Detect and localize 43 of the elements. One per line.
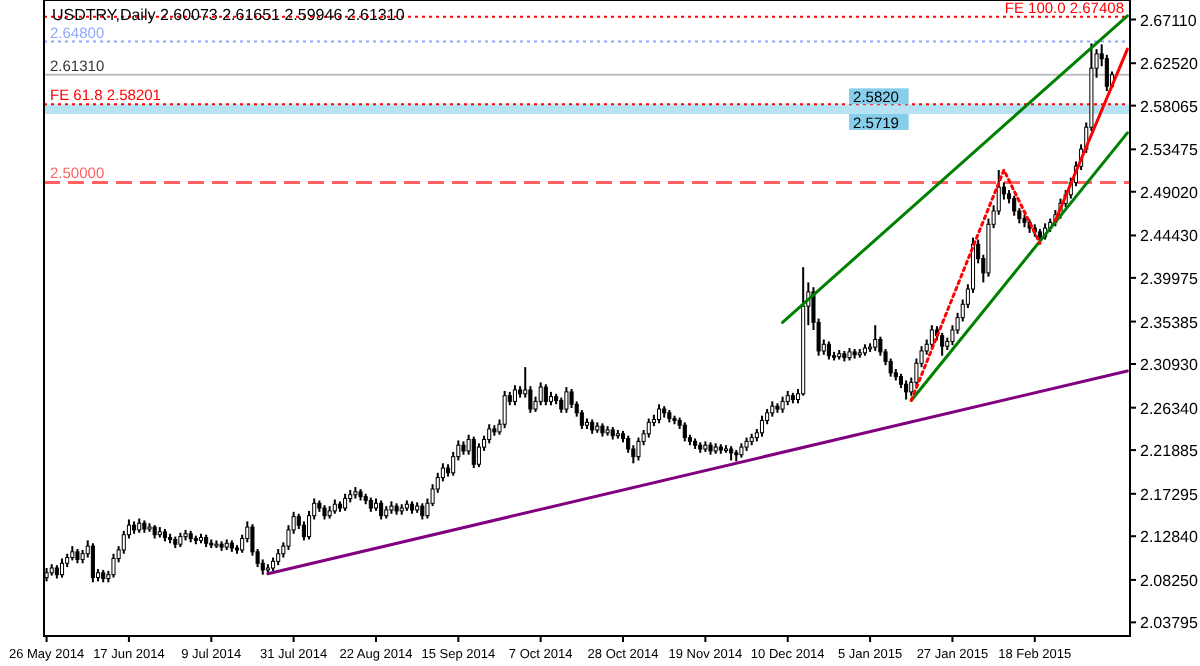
y-tick-label: 2.67110 (1140, 11, 1198, 30)
y-tick-label: 2.21885 (1140, 442, 1199, 461)
chart-title: USDTRY,Daily 2.60073 2.61651 2.59946 2.61310 (52, 6, 406, 24)
candlestick (90, 542, 95, 584)
candlestick (379, 499, 384, 521)
y-tick-label: 2.58065 (1140, 97, 1199, 116)
candlestick (636, 436, 641, 462)
candlestick (111, 552, 116, 579)
candlestick (940, 331, 945, 357)
candlestick (826, 340, 831, 361)
candlestick (471, 435, 476, 470)
candlestick (543, 383, 548, 407)
y-tick-label: 2.35385 (1140, 313, 1199, 332)
candlestick (502, 389, 507, 430)
candlestick (538, 381, 543, 407)
candlestick (888, 357, 893, 378)
y-tick-label: 2.44430 (1140, 227, 1199, 246)
candlestick (512, 384, 517, 407)
y-tick-label: 2.08250 (1140, 571, 1199, 590)
candlestick (631, 444, 636, 465)
candlestick (904, 379, 909, 401)
y-tick-label: 2.17295 (1140, 485, 1199, 504)
y-tick-label: 2.12840 (1140, 528, 1199, 547)
y-tick-label: 2.49020 (1140, 183, 1199, 202)
candlestick (569, 388, 574, 410)
y-tick-label: 2.26340 (1140, 399, 1199, 418)
candlestick (759, 414, 765, 438)
candlestick (873, 324, 878, 352)
candlestick (59, 557, 65, 579)
candlestick (487, 423, 492, 445)
y-tick-label: 2.53475 (1140, 141, 1199, 160)
y-tick-label: 2.30930 (1140, 355, 1199, 374)
candlestick (476, 442, 481, 469)
y-tick-label: 2.62520 (1140, 55, 1199, 74)
candlestick (564, 386, 569, 414)
y-tick-label: 2.39975 (1140, 269, 1199, 288)
candlestick (682, 421, 687, 443)
y-tick-label: 2.03795 (1140, 614, 1199, 633)
candlestick (657, 403, 662, 425)
candlestick (579, 408, 584, 431)
candlestick (929, 324, 934, 350)
candlestick (1012, 194, 1017, 217)
candlestick (646, 417, 651, 439)
